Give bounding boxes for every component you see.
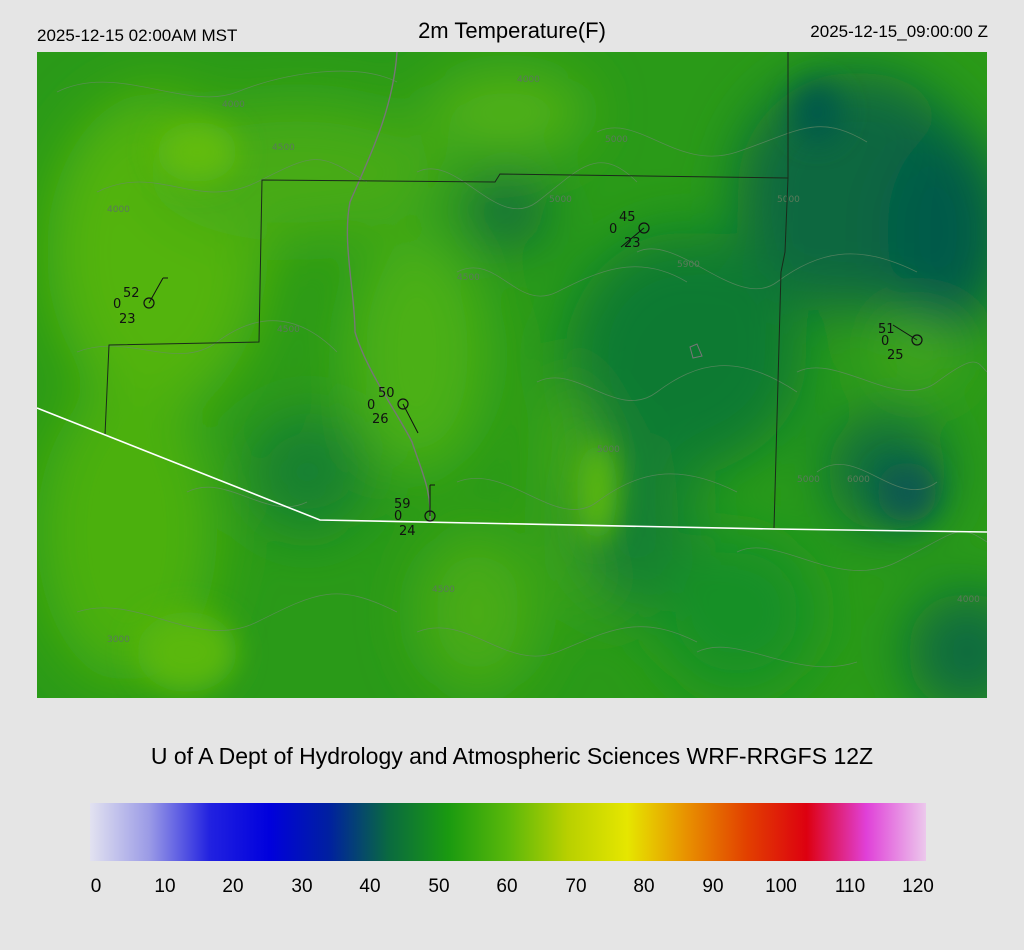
station-temp: 45 xyxy=(619,210,636,225)
color-scale-bar xyxy=(90,803,926,861)
colorbar-tick: 20 xyxy=(222,876,244,897)
colorbar-tick: 70 xyxy=(565,876,587,897)
station-circle xyxy=(911,334,923,346)
contour-label: 5000 xyxy=(777,195,800,205)
station-dewpoint: 26 xyxy=(372,412,389,427)
station-temp: 59 xyxy=(394,497,411,512)
colorbar-tick: 10 xyxy=(154,876,176,897)
contour-label: 5000 xyxy=(549,195,572,205)
contour-label: 5000 xyxy=(597,445,620,455)
station-wind: 0 xyxy=(113,297,121,312)
contour-label: 4000 xyxy=(517,75,540,85)
map-title: 2m Temperature(F) xyxy=(418,18,606,43)
contour-label: 5000 xyxy=(605,135,628,145)
contour-label: 4000 xyxy=(957,595,980,605)
contour-label: 5000 xyxy=(797,475,820,485)
colorbar-tick: 90 xyxy=(702,876,724,897)
contour-label: 4500 xyxy=(272,143,295,153)
station-dewpoint: 25 xyxy=(887,348,904,363)
contour-label: 4500 xyxy=(432,585,455,595)
contour-label: 6000 xyxy=(847,475,870,485)
river xyxy=(346,52,431,523)
station-dewpoint: 24 xyxy=(399,524,416,539)
lake-outline xyxy=(689,343,703,359)
station-circle xyxy=(638,222,650,234)
wind-barb xyxy=(892,324,918,341)
station-s4: 50 0 26 xyxy=(367,386,419,434)
temperature-field-detail xyxy=(137,82,937,692)
contour-label: 3000 xyxy=(107,635,130,645)
colorbar-tick: 80 xyxy=(633,876,655,897)
station-temp: 51 xyxy=(878,322,895,337)
terrain-contours xyxy=(56,70,987,668)
colorbar-tick: 0 xyxy=(90,876,102,897)
station-wind: 0 xyxy=(609,222,617,237)
station-wind: 0 xyxy=(881,334,889,349)
station-wind: 0 xyxy=(367,398,375,413)
colorbar-tick: 50 xyxy=(428,876,450,897)
colorbar-tick: 30 xyxy=(291,876,313,897)
county-boundaries xyxy=(104,52,789,529)
station-wind: 0 xyxy=(394,509,402,524)
station-temp: 52 xyxy=(123,286,140,301)
state-border xyxy=(37,407,987,533)
contour-label: 5900 xyxy=(677,260,700,270)
colorbar-tick: 100 xyxy=(765,876,797,897)
station-s2: 45 0 23 xyxy=(609,210,650,251)
station-s1: 52 0 23 xyxy=(113,277,168,327)
contour-label: 4500 xyxy=(277,325,300,335)
wind-barb xyxy=(402,403,419,434)
station-circle xyxy=(143,297,155,309)
station-dewpoint: 23 xyxy=(624,236,641,251)
station-temp: 50 xyxy=(378,386,395,401)
colorbar-tick: 120 xyxy=(902,876,934,897)
temperature-field xyxy=(37,72,987,698)
colorbar-tick: 40 xyxy=(359,876,381,897)
model-credit: U of A Dept of Hydrology and Atmospheric… xyxy=(150,743,874,769)
contour-label: 4000 xyxy=(107,205,130,215)
station-s5: 59 0 24 xyxy=(394,484,436,539)
wind-barb xyxy=(620,227,645,248)
contour-label: 4500 xyxy=(457,273,480,283)
colorbar-tick: 110 xyxy=(834,876,866,897)
temperature-map: 4000 5000 4500 5000 5900 4500 4000 5000 … xyxy=(37,52,987,698)
utc-time-label: 2025-12-15_09:00:00 Z xyxy=(810,22,988,41)
station-s3: 51 0 25 xyxy=(878,322,923,363)
contour-labels: 4000 5000 4500 5000 5900 4500 4000 5000 … xyxy=(107,75,980,645)
station-dewpoint: 23 xyxy=(119,312,136,327)
station-circle xyxy=(397,398,409,410)
wind-barb xyxy=(148,277,164,304)
colorbar-tick: 60 xyxy=(496,876,518,897)
contour-label: 4000 xyxy=(222,100,245,110)
local-time-label: 2025-12-15 02:00AM MST xyxy=(37,26,238,45)
